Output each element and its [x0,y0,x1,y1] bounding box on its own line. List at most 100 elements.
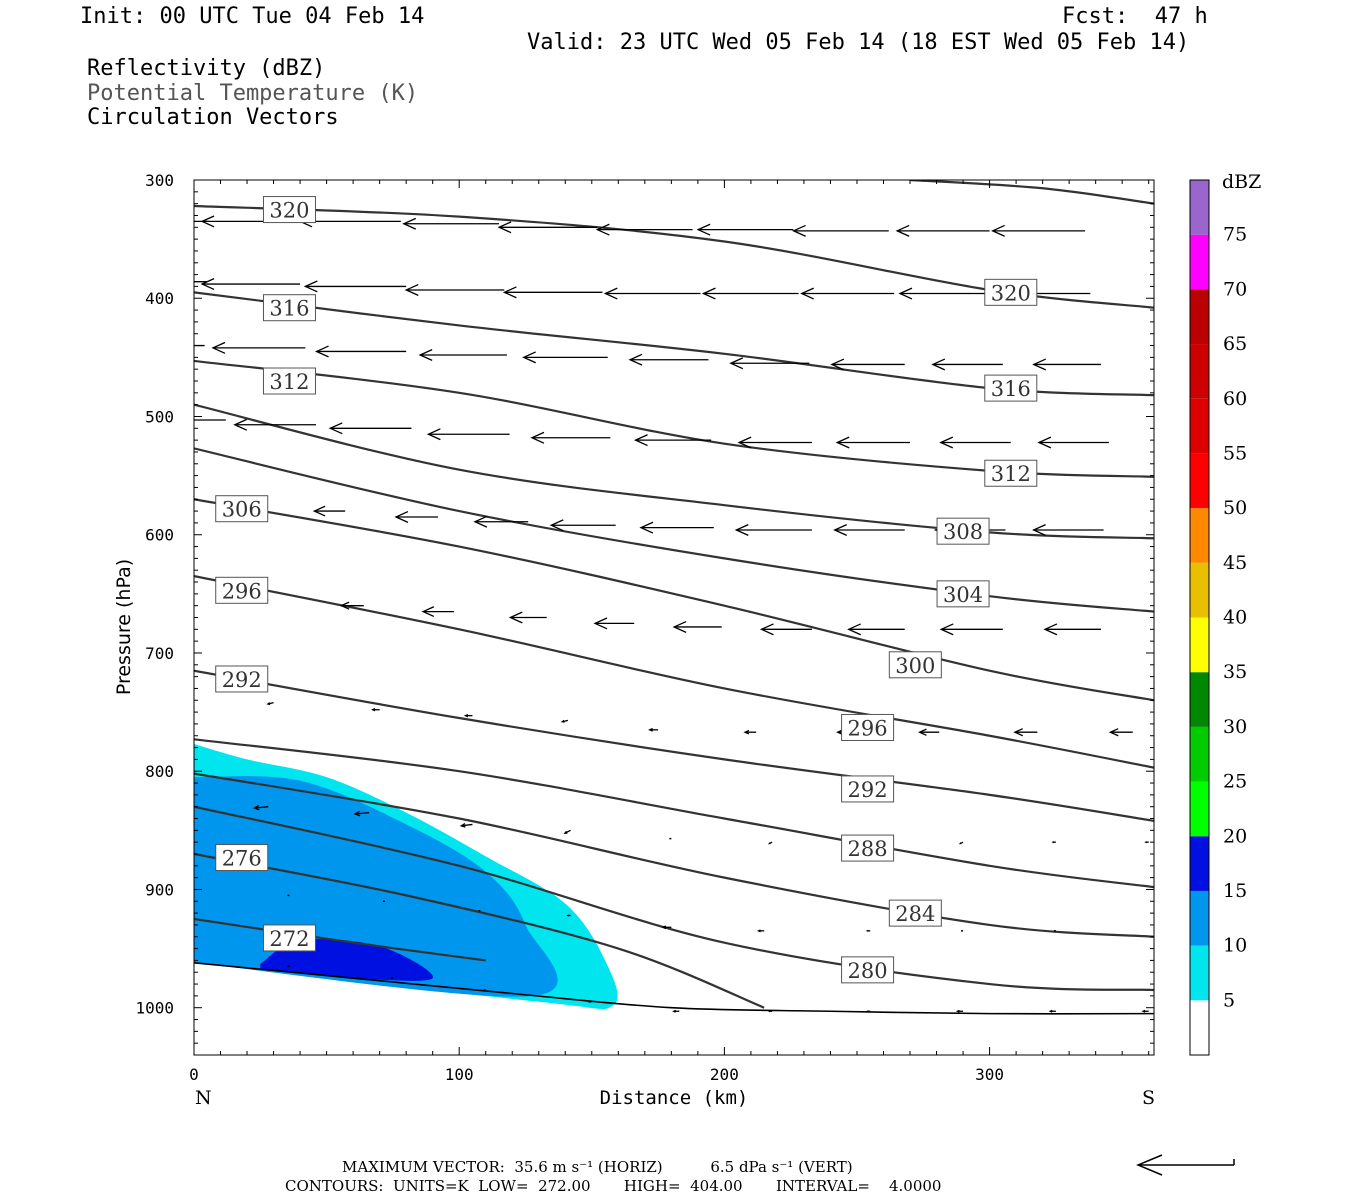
vector-head [1048,1009,1053,1013]
colorbar-segment-45 [1190,508,1209,563]
contour-label-text: 292 [848,778,888,802]
colorbar-segment-40 [1190,562,1209,618]
circulation-vector [233,418,316,431]
forecast-hour: Fcst: 47 h [1062,4,1208,29]
circulation-vector [865,929,871,932]
circulation-vector [1032,358,1101,371]
x-tick-label: 100 [445,1065,474,1084]
circulation-vector [266,702,274,706]
contour-label-text: 292 [222,668,262,692]
y-tick-label: 1000 [135,999,174,1018]
circulation-vector [729,357,810,370]
circulation-vector [792,224,889,237]
contour-label-text: 316 [269,297,309,321]
contour-label-text: 272 [269,927,309,951]
circulation-vector [1013,728,1038,737]
vector-head [200,215,215,228]
vector-head [1043,623,1058,636]
vector-head [672,620,687,633]
reference-vector-arrow [1136,1154,1235,1176]
field-reflectivity: Reflectivity (dBZ) [87,56,326,81]
y-tick-label: 700 [145,644,174,663]
colorbar-segment-60 [1190,344,1209,399]
vector-head [252,804,260,811]
isentrope-284 [194,772,1154,938]
contour-label-box [215,576,269,604]
contour-label-296: 296 [841,713,895,741]
circulation-vector [303,280,407,293]
colorbar-segment-55 [1190,398,1209,454]
isentrope-272 [194,917,486,962]
colorbar-level-label: 65 [1223,333,1247,355]
vector-head [767,1010,771,1013]
contour-label-text: 308 [943,520,983,544]
colorbar-level-label: 35 [1223,661,1247,683]
ground-surface [194,961,1154,1015]
vector-head [661,925,667,930]
vector-head [895,224,910,237]
contour-label-text: 296 [848,716,888,740]
vector-head [1144,841,1148,844]
circulation-vectors [194,215,1149,1013]
vector-head [371,708,376,712]
vector-head [672,1009,676,1013]
circulation-vector [353,810,370,817]
circulation-vector [895,224,990,237]
vector-head [756,929,761,933]
circulation-vector [194,281,208,283]
circulation-vector [463,713,473,718]
vector-shaft [254,806,269,809]
vector-shaft [354,811,370,815]
contour-label-306: 306 [215,495,269,523]
vector-head [563,830,568,834]
contour-labels: 320 320 316 316 312 312 308 306 304 300 296 296 292 2… [215,196,1038,984]
y-axis-label: Pressure (hPa) [113,559,135,695]
contour-label-text: 312 [269,370,309,394]
circulation-vector [339,601,364,610]
contour-label-320: 320 [262,196,316,224]
contour-label-box [936,517,990,545]
y-tick-label: 900 [145,880,174,899]
colorbar-level-label: 45 [1223,552,1247,574]
circulation-vector [1108,728,1133,737]
contour-label-276: 276 [215,844,269,872]
colorbar-segment-20 [1190,781,1209,837]
contour-label-292: 292 [215,665,269,693]
vector-head [353,810,361,817]
vector-shaft [461,823,473,827]
contour-label-text: 316 [991,377,1031,401]
vector-head [603,287,618,300]
isentrope-320 [909,180,1154,205]
contour-label-box [888,899,942,927]
contour-label-304: 304 [936,580,990,608]
contour-label-box [262,924,316,952]
colorbar-level-label: 15 [1223,880,1247,902]
contour-label-300: 300 [888,651,942,679]
contour-label-box [215,844,269,872]
x-tick-label: 0 [189,1065,199,1084]
vector-head [931,358,946,371]
circulation-vector [696,223,794,236]
colorbar: 5 10 15 20 25 30 35 40 45 50 55 60 65 70 75 dBZ [1189,171,1261,1056]
colorbar-title: dBZ [1222,171,1261,193]
circulation-vector [314,345,407,358]
y-tick-label: 600 [145,526,174,545]
vector-head [473,515,488,528]
circulation-vector [1141,1009,1149,1013]
circulation-vector [497,221,598,234]
contour-label-320: 320 [984,278,1038,306]
contour-label-box [841,834,895,862]
vector-head [800,287,814,300]
colorbar-segment-30 [1190,672,1209,727]
contour-label-box [984,459,1038,487]
vector-head [847,623,861,636]
colorbar-segment-50 [1190,453,1209,509]
contour-label-box [262,294,316,322]
colorbar-level-label: 10 [1223,935,1247,957]
vector-head [701,287,716,300]
contour-label-text: 306 [222,498,262,522]
colorbar-level-label: 30 [1223,716,1247,738]
colorbar-frame [1189,179,1210,1056]
circulation-vector [328,422,412,435]
contour-label-312: 312 [984,459,1038,487]
